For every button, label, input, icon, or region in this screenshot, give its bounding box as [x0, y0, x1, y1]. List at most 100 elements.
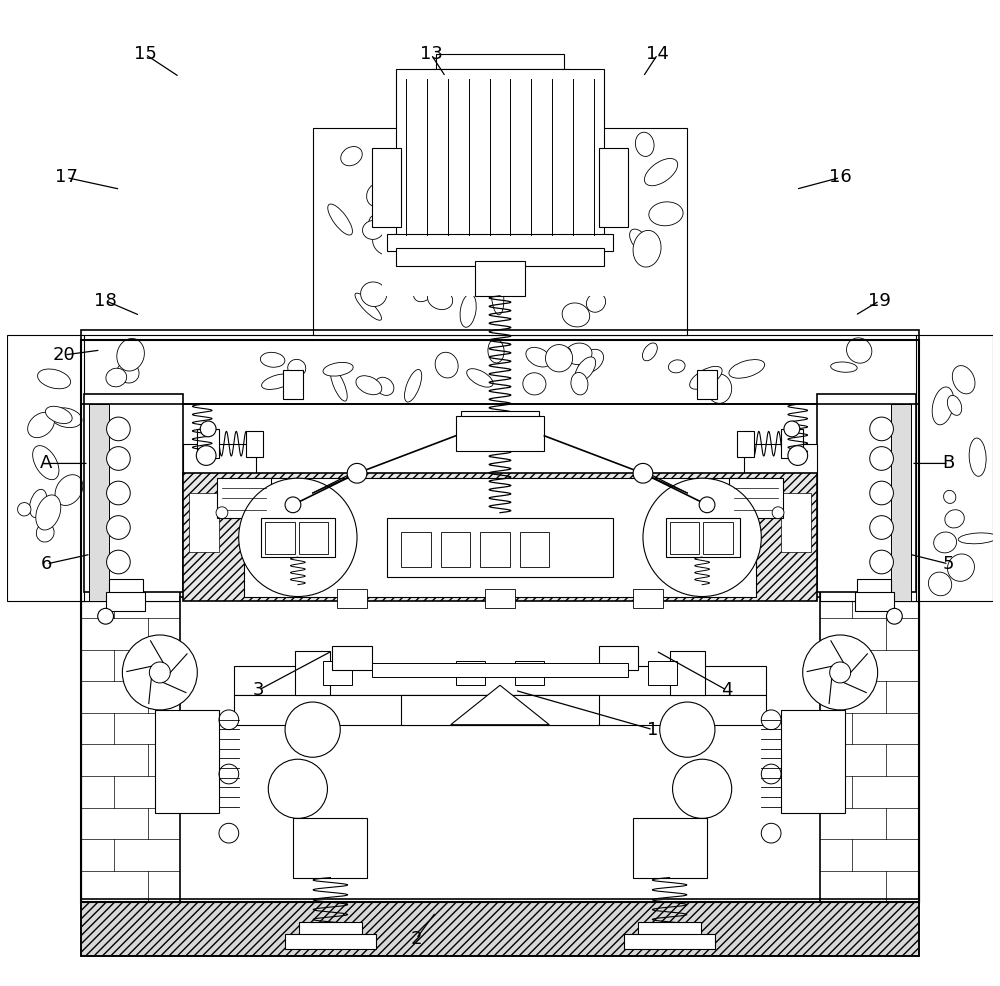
Circle shape — [149, 662, 170, 683]
Ellipse shape — [528, 158, 545, 177]
Circle shape — [107, 516, 130, 539]
Bar — [109, 579, 143, 597]
Ellipse shape — [262, 374, 293, 389]
Circle shape — [673, 759, 732, 818]
Circle shape — [347, 463, 367, 483]
Ellipse shape — [858, 426, 892, 440]
Ellipse shape — [642, 343, 657, 361]
Bar — [81, 902, 919, 956]
Ellipse shape — [118, 423, 154, 450]
Bar — [916, 335, 993, 601]
Bar — [396, 69, 604, 242]
Ellipse shape — [413, 275, 438, 302]
Bar — [475, 261, 525, 296]
Bar — [246, 431, 263, 457]
Circle shape — [98, 608, 113, 624]
Ellipse shape — [633, 231, 661, 267]
Polygon shape — [451, 685, 549, 725]
Text: 20: 20 — [53, 346, 76, 364]
Ellipse shape — [86, 554, 111, 580]
Ellipse shape — [28, 412, 54, 438]
Bar — [283, 370, 303, 399]
Bar — [670, 522, 699, 554]
Ellipse shape — [832, 483, 858, 508]
Ellipse shape — [38, 369, 71, 388]
Bar — [737, 431, 754, 457]
Ellipse shape — [363, 221, 384, 240]
Ellipse shape — [545, 344, 573, 372]
Ellipse shape — [18, 503, 31, 516]
Ellipse shape — [488, 339, 504, 363]
Ellipse shape — [849, 411, 870, 430]
Bar — [461, 411, 539, 449]
Text: 18: 18 — [94, 292, 117, 310]
Circle shape — [216, 507, 228, 519]
Ellipse shape — [586, 293, 606, 313]
Ellipse shape — [131, 511, 156, 535]
Bar — [89, 404, 109, 601]
Circle shape — [200, 421, 216, 437]
Circle shape — [285, 702, 340, 757]
Circle shape — [761, 764, 781, 784]
Circle shape — [761, 823, 781, 843]
Ellipse shape — [690, 367, 722, 389]
Circle shape — [122, 635, 197, 710]
Ellipse shape — [538, 248, 557, 263]
Ellipse shape — [826, 539, 857, 568]
Bar — [372, 148, 401, 227]
Circle shape — [761, 710, 781, 730]
Ellipse shape — [260, 352, 285, 367]
Ellipse shape — [562, 303, 590, 327]
Circle shape — [887, 608, 902, 624]
Bar — [441, 532, 470, 567]
Ellipse shape — [120, 463, 139, 498]
Bar — [81, 404, 180, 601]
Ellipse shape — [947, 395, 962, 415]
Bar — [387, 518, 613, 577]
Bar — [624, 934, 715, 949]
Ellipse shape — [367, 183, 386, 206]
Bar — [81, 601, 919, 902]
Circle shape — [107, 550, 130, 574]
Bar — [485, 589, 515, 608]
Text: 19: 19 — [868, 292, 891, 310]
Bar — [401, 695, 599, 725]
Bar — [295, 651, 330, 695]
Bar — [515, 661, 544, 685]
Bar — [648, 661, 677, 685]
Ellipse shape — [934, 532, 957, 553]
Bar — [781, 493, 811, 552]
Ellipse shape — [356, 376, 382, 394]
Ellipse shape — [945, 510, 964, 528]
Ellipse shape — [36, 524, 54, 542]
Bar — [244, 478, 756, 597]
Bar — [293, 818, 367, 878]
Ellipse shape — [850, 482, 860, 505]
Bar — [234, 695, 766, 725]
Circle shape — [285, 497, 301, 513]
Bar — [599, 646, 638, 670]
Ellipse shape — [591, 201, 609, 219]
Ellipse shape — [119, 520, 139, 543]
Ellipse shape — [569, 263, 602, 290]
Bar — [285, 934, 376, 949]
Text: 13: 13 — [420, 45, 442, 63]
Circle shape — [870, 447, 893, 470]
Circle shape — [870, 550, 893, 574]
Bar — [81, 330, 919, 404]
Ellipse shape — [30, 489, 47, 518]
Text: 5: 5 — [943, 555, 954, 573]
Ellipse shape — [865, 516, 895, 529]
Ellipse shape — [402, 177, 434, 201]
Ellipse shape — [447, 221, 468, 243]
Ellipse shape — [106, 368, 127, 387]
Bar — [633, 589, 663, 608]
Bar — [456, 416, 544, 451]
Ellipse shape — [55, 474, 83, 506]
Bar — [183, 473, 817, 601]
Circle shape — [870, 481, 893, 505]
Bar — [382, 177, 618, 296]
Circle shape — [643, 478, 761, 597]
Bar — [387, 234, 613, 251]
Bar — [697, 370, 717, 399]
